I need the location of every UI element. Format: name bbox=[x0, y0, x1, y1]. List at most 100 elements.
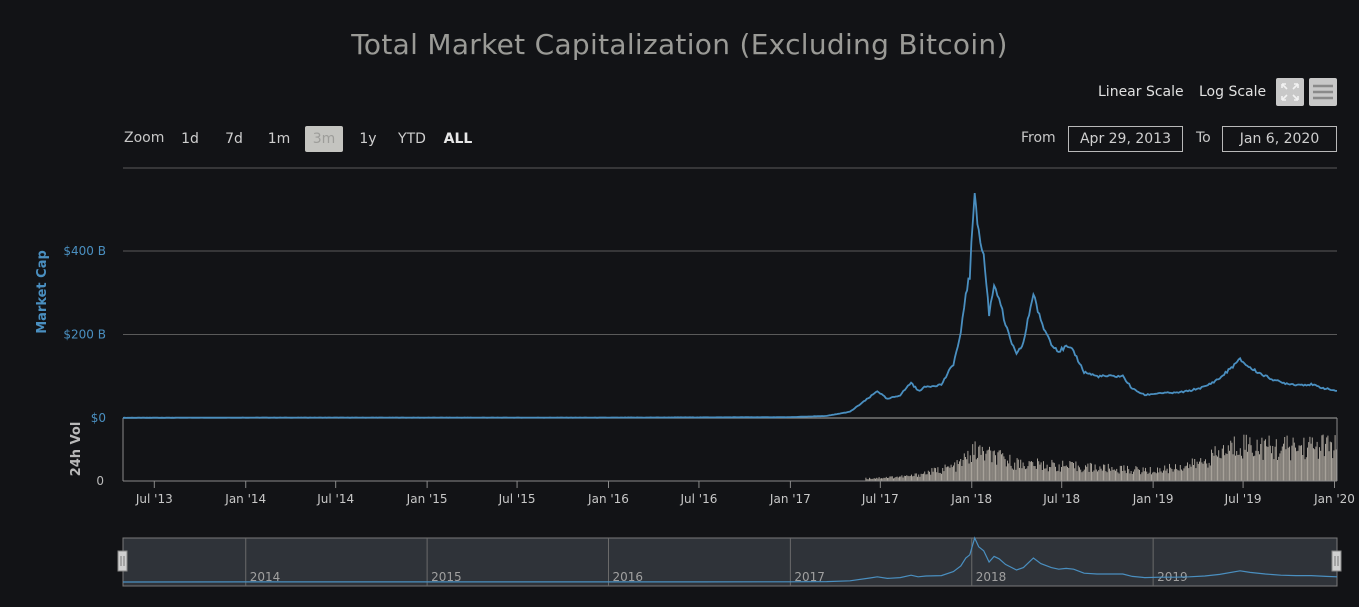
volume-bar bbox=[1195, 468, 1197, 481]
volume-bar bbox=[1197, 463, 1199, 481]
log-scale-button[interactable]: Log Scale bbox=[1199, 84, 1267, 100]
volume-bar bbox=[900, 476, 902, 481]
volume-bar bbox=[1259, 454, 1260, 481]
zoom-all-button[interactable]: ALL bbox=[443, 131, 473, 147]
menu-icon[interactable] bbox=[1309, 78, 1337, 106]
linear-scale-button[interactable]: Linear Scale bbox=[1098, 84, 1184, 100]
navigator-window[interactable] bbox=[122, 537, 1338, 587]
volume-bar bbox=[1283, 443, 1284, 481]
volume-bar bbox=[1093, 470, 1095, 481]
volume-bar bbox=[1157, 467, 1158, 481]
volume-bar bbox=[884, 477, 886, 481]
volume-bar bbox=[1023, 466, 1025, 481]
volume-bar bbox=[980, 454, 982, 481]
zoom-1d-button[interactable]: 1d bbox=[181, 131, 199, 147]
navigator-year-label: 2014 bbox=[250, 570, 281, 584]
volume-bar bbox=[1122, 471, 1124, 481]
volume-bar bbox=[1085, 465, 1086, 481]
volume-bar bbox=[1236, 451, 1238, 481]
volume-bar bbox=[1164, 465, 1166, 481]
volume-bar bbox=[1320, 450, 1322, 481]
volume-bar bbox=[956, 460, 958, 481]
from-date-input[interactable]: Apr 29, 2013 bbox=[1068, 126, 1183, 152]
volume-bar bbox=[1038, 461, 1040, 481]
volume-bar bbox=[895, 477, 897, 481]
volume-bar bbox=[1232, 454, 1234, 481]
volume-bar bbox=[875, 478, 876, 481]
volume-bar bbox=[1152, 472, 1154, 481]
volume-bar bbox=[1183, 468, 1185, 481]
volume-bar bbox=[877, 478, 879, 481]
volume-bar bbox=[1213, 455, 1215, 481]
volume-bar bbox=[973, 454, 975, 481]
volume-bar bbox=[1110, 470, 1112, 481]
volume-bar bbox=[1106, 472, 1108, 481]
volume-bar bbox=[1056, 471, 1058, 481]
volume-bar bbox=[1028, 461, 1030, 481]
navigator-right-handle[interactable] bbox=[1331, 550, 1342, 572]
volume-bar bbox=[918, 474, 920, 481]
zoom-ytd-button[interactable]: YTD bbox=[398, 131, 426, 147]
volume-bar bbox=[1207, 467, 1209, 481]
volume-bar bbox=[968, 463, 970, 481]
volume-bar bbox=[1003, 456, 1005, 481]
volume-bar bbox=[1255, 450, 1257, 481]
zoom-7d-button[interactable]: 7d bbox=[225, 131, 243, 147]
volume-bar bbox=[1269, 445, 1271, 481]
volume-bar bbox=[1217, 456, 1218, 481]
volume-bar bbox=[897, 477, 899, 481]
volume-bar bbox=[1031, 461, 1032, 481]
volume-bar bbox=[1099, 466, 1101, 481]
volume-bar bbox=[1029, 461, 1031, 481]
volume-bar bbox=[963, 453, 965, 481]
volume-bar bbox=[979, 445, 981, 481]
volume-bar bbox=[1077, 465, 1079, 481]
volume-bar bbox=[1332, 458, 1334, 481]
volume-bar bbox=[1134, 469, 1136, 481]
volume-bar bbox=[977, 457, 978, 481]
volume-bar bbox=[1011, 468, 1013, 481]
fullscreen-icon[interactable] bbox=[1276, 78, 1304, 106]
navigator-left-handle[interactable] bbox=[117, 550, 128, 572]
volume-bar bbox=[1124, 470, 1126, 481]
volume-bar bbox=[924, 471, 926, 481]
volume-bar bbox=[906, 475, 908, 481]
volume-bar bbox=[972, 444, 974, 481]
volume-bar bbox=[1005, 466, 1007, 481]
volume-bar bbox=[1206, 463, 1208, 481]
navigator-year-label: 2019 bbox=[1157, 570, 1188, 584]
volume-bar bbox=[1170, 467, 1172, 481]
volume-bar bbox=[1245, 434, 1247, 481]
volume-bar bbox=[995, 455, 996, 481]
volume-bar bbox=[941, 473, 942, 481]
volume-bar bbox=[1142, 467, 1144, 481]
volume-bar bbox=[986, 450, 988, 481]
volume-bar bbox=[1275, 439, 1277, 481]
volume-bar bbox=[1224, 455, 1226, 481]
navigator[interactable]: 2014 2015 2016 2017 2018 2019 bbox=[117, 536, 1342, 587]
volume-bar bbox=[1229, 450, 1230, 481]
volume-bar bbox=[939, 472, 941, 481]
x-tick-label: Jul '13 bbox=[135, 492, 173, 506]
navigator-year-label: 2015 bbox=[431, 570, 462, 584]
volume-bar bbox=[1286, 435, 1288, 481]
volume-bar bbox=[1069, 461, 1071, 481]
volume-bar bbox=[1153, 471, 1155, 481]
volume-bar bbox=[1021, 468, 1023, 481]
volume-bar bbox=[1117, 472, 1119, 481]
volume-bar bbox=[925, 474, 927, 481]
volume-bar bbox=[890, 476, 892, 481]
volume-bar bbox=[1050, 467, 1052, 481]
volume-bar bbox=[1019, 467, 1020, 481]
volume-bar bbox=[1218, 450, 1220, 481]
volume-bar bbox=[1016, 458, 1018, 481]
volume-bar bbox=[1281, 446, 1283, 481]
zoom-1m-button[interactable]: 1m bbox=[267, 131, 291, 147]
grid bbox=[123, 250, 1337, 335]
to-date-input[interactable]: Jan 6, 2020 bbox=[1222, 126, 1337, 152]
y-tick-label: $0 bbox=[91, 411, 106, 425]
zoom-1y-button[interactable]: 1y bbox=[359, 131, 377, 147]
zoom-3m-button[interactable]: 3m bbox=[305, 126, 343, 152]
volume-bar bbox=[1075, 461, 1077, 481]
volume-bar bbox=[1254, 455, 1256, 481]
